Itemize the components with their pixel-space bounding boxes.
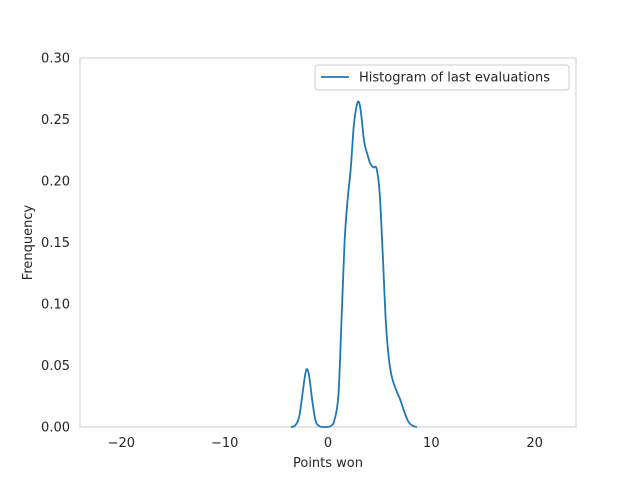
x-axis-label: Points won: [293, 456, 363, 471]
x-tick-label: 0: [324, 436, 332, 451]
series-line: [290, 100, 418, 428]
y-axis-label: Frenquency: [21, 204, 36, 280]
legend-box: [314, 64, 570, 91]
legend: Histogram of last evaluations: [314, 64, 570, 91]
x-tick-label: −10: [211, 436, 238, 451]
y-tick-label: 0.10: [41, 298, 70, 313]
legend-label: Histogram of last evaluations: [359, 71, 550, 86]
x-tick-label: 10: [423, 436, 440, 451]
y-tick-label: 0.00: [41, 421, 70, 436]
x-tick-label: −20: [108, 436, 135, 451]
y-tick-label: 0.05: [41, 359, 70, 374]
y-tick-label: 0.30: [41, 52, 70, 67]
x-axis: −20 −10 0 10 20: [108, 436, 543, 451]
x-tick-label: 20: [526, 436, 543, 451]
y-tick-label: 0.20: [41, 175, 70, 190]
y-axis: 0.00 0.05 0.10 0.15 0.20 0.25 0.30: [41, 52, 70, 436]
y-tick-label: 0.25: [41, 113, 70, 128]
plot-area: [79, 57, 577, 428]
y-tick-label: 0.15: [41, 236, 70, 251]
